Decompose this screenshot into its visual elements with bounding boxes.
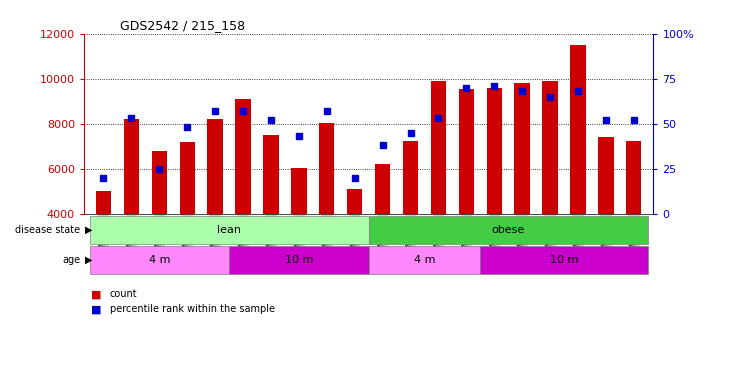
Bar [515,83,530,214]
Bar [598,137,614,214]
Text: disease state: disease state [15,225,80,235]
Bar [458,89,474,214]
Bar [123,119,139,214]
Bar [542,81,558,214]
Text: 4 m: 4 m [414,255,435,265]
Text: obese: obese [491,225,525,235]
Bar [90,246,229,274]
Bar [180,142,195,214]
Bar [431,81,446,214]
Text: 4 m: 4 m [149,255,170,265]
Bar [369,246,480,274]
Text: lean: lean [217,225,241,235]
Bar [570,45,585,214]
Bar [403,141,418,214]
Bar [369,216,648,244]
Bar [264,135,279,214]
Bar [347,189,362,214]
Bar [319,123,334,214]
Bar [229,246,369,274]
Text: count: count [110,290,137,299]
Bar [152,151,167,214]
Bar [90,216,369,244]
Bar [96,191,111,214]
Bar [235,99,250,214]
Bar [291,168,307,214]
Bar [487,88,502,214]
Bar [626,141,642,214]
Bar [480,246,648,274]
Text: ■: ■ [91,304,101,314]
Text: 10 m: 10 m [285,255,313,265]
Text: ▶: ▶ [85,255,93,265]
Text: ▶: ▶ [85,225,93,235]
Text: age: age [62,255,80,265]
Text: GDS2542 / 215_158: GDS2542 / 215_158 [120,19,245,32]
Bar [375,164,391,214]
Bar [207,119,223,214]
Text: percentile rank within the sample: percentile rank within the sample [110,304,274,314]
Text: 10 m: 10 m [550,255,578,265]
Text: ■: ■ [91,290,101,299]
